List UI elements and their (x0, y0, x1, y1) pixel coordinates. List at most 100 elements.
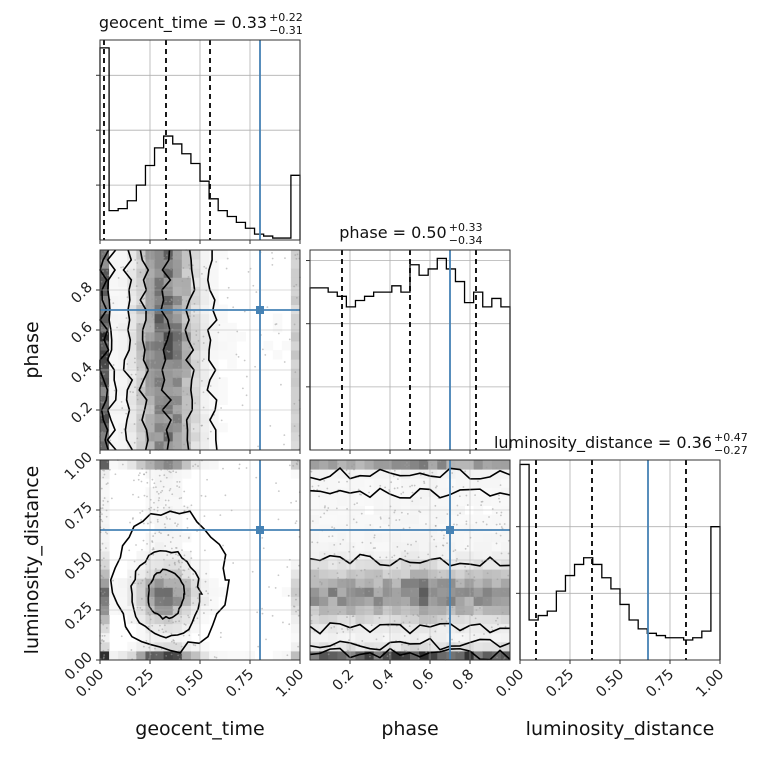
sample-point (271, 263, 274, 266)
sample-point (293, 425, 296, 428)
sample-point (437, 460, 440, 463)
sample-point (172, 463, 174, 466)
sample-point (466, 504, 469, 506)
sample-point (175, 594, 178, 597)
density-cell (328, 587, 338, 597)
sample-point (379, 484, 382, 487)
density-cell (127, 350, 137, 360)
density-cell (491, 623, 502, 634)
sample-point (159, 601, 162, 604)
density-cell (500, 641, 511, 652)
density-cell (391, 632, 402, 643)
density-cell (136, 395, 146, 406)
density-cell (290, 596, 301, 606)
density-cell (410, 460, 420, 470)
sample-point (452, 550, 455, 553)
density-cell (410, 532, 420, 543)
density-cell (419, 523, 429, 534)
sample-point (169, 487, 172, 490)
sample-point (102, 270, 104, 273)
title-lower-phase: −0.34 (449, 234, 483, 247)
density-cell (491, 578, 502, 588)
density-cell (172, 350, 183, 360)
sample-point (209, 430, 212, 433)
sample-point (409, 485, 411, 488)
sample-point (310, 619, 313, 622)
sample-point (378, 616, 381, 619)
sample-point (165, 610, 168, 612)
density-cell (100, 250, 110, 260)
sample-point (136, 437, 139, 440)
density-cell (118, 440, 128, 451)
sample-point (137, 474, 140, 477)
density-cell (355, 560, 366, 570)
density-cell (127, 422, 137, 433)
sample-point (161, 272, 164, 274)
density-cell (200, 614, 210, 625)
density-cell (181, 268, 192, 278)
sample-point (411, 500, 414, 503)
density-cell (455, 550, 466, 561)
sample-point (176, 480, 179, 483)
sample-point (266, 306, 269, 309)
density-cell (500, 569, 511, 579)
density-cell (346, 514, 356, 525)
density-cell (236, 650, 246, 661)
sample-point (225, 267, 228, 270)
density-cell (346, 541, 356, 552)
density-cell (310, 587, 320, 597)
sample-point (362, 592, 365, 595)
sample-point (220, 631, 222, 634)
density-cell (227, 322, 237, 333)
sample-point (455, 560, 458, 562)
sample-point (337, 612, 339, 615)
sample-point (112, 364, 115, 366)
sample-point (368, 491, 370, 494)
density-cell (391, 478, 402, 488)
density-cell (373, 596, 384, 606)
sample-point (311, 485, 314, 488)
density-cell (127, 641, 137, 652)
sample-point (456, 514, 459, 517)
sample-point (146, 481, 149, 484)
sample-point (136, 394, 139, 397)
density-cell (290, 259, 301, 269)
sample-point (188, 315, 191, 318)
y-tick-label: 0.6 (68, 319, 96, 347)
sample-point (431, 471, 434, 474)
density-cell (328, 614, 338, 625)
density-cell (355, 650, 366, 661)
sample-point (222, 467, 224, 470)
sample-point (134, 343, 137, 345)
density-cell (163, 487, 174, 497)
sample-point (201, 359, 204, 362)
sample-point (465, 520, 468, 523)
sample-point (159, 491, 162, 494)
density-cell (446, 578, 456, 588)
x-tick-label: 0.75 (643, 667, 677, 701)
sample-point (153, 261, 156, 264)
sample-point (137, 496, 140, 499)
density-cell (464, 587, 475, 597)
sample-point (323, 512, 326, 515)
density-cell (218, 350, 228, 360)
sample-point (347, 600, 350, 602)
sample-point (283, 434, 286, 437)
sample-point (120, 431, 123, 434)
density-cell (163, 541, 174, 552)
density-cell (491, 541, 502, 552)
sample-point (105, 627, 108, 629)
sample-point (318, 614, 321, 616)
density-cell (428, 587, 438, 597)
density-cell (464, 641, 475, 652)
sample-point (393, 469, 396, 472)
density-phase-luminosity_distance (309, 459, 511, 661)
sample-point (292, 464, 295, 467)
sample-point (355, 600, 358, 602)
density-cell (355, 496, 366, 506)
density-cell (355, 587, 366, 597)
density-cell (181, 623, 192, 634)
density-cell (364, 523, 375, 534)
density-cell (154, 386, 165, 396)
density-cell (163, 350, 174, 360)
